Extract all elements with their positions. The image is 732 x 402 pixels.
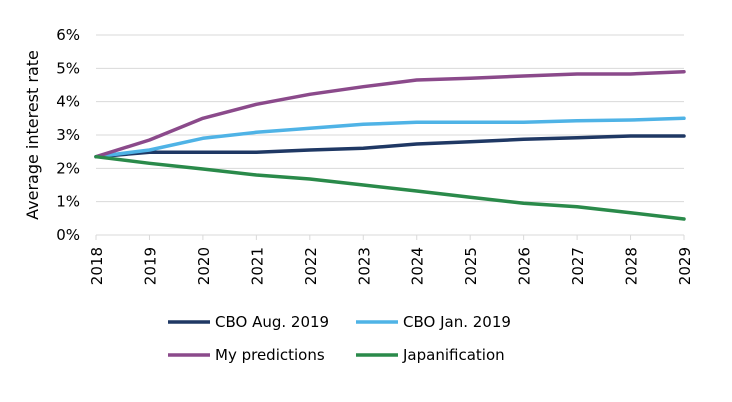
series-line <box>94 134 686 159</box>
gridlines <box>96 34 684 203</box>
x-tick-label: 2029 <box>676 247 694 285</box>
y-tick-label: 4% <box>56 93 80 111</box>
x-tick-label: 2028 <box>623 247 641 285</box>
x-tick-label: 2018 <box>88 247 106 285</box>
legend-label: CBO Jan. 2019 <box>403 313 511 331</box>
x-tick-label: 2027 <box>569 247 587 285</box>
series-line <box>94 116 686 159</box>
y-axis-ticks: 0% 1% 2% 3% 4% 5% 6% <box>56 26 80 244</box>
y-tick-label: 6% <box>56 26 80 44</box>
y-tick-label: 0% <box>56 226 80 244</box>
x-tick-label: 2024 <box>409 247 427 285</box>
y-tick-label: 2% <box>56 159 80 177</box>
y-tick-label: 5% <box>56 59 80 77</box>
x-tick-label: 2022 <box>302 247 320 285</box>
x-axis-ticks: 2018 2019 2020 2021 2022 2023 2024 2025 2026 2027… <box>88 235 694 285</box>
legend-label: CBO Aug. 2019 <box>215 313 329 331</box>
x-tick-label: 2023 <box>355 247 373 285</box>
x-tick-label: 2025 <box>462 247 480 285</box>
y-tick-label: 1% <box>56 193 80 211</box>
x-tick-label: 2019 <box>141 247 159 285</box>
x-tick-label: 2026 <box>516 247 534 285</box>
series-lines <box>94 69 686 221</box>
legend-label: Japanification <box>402 346 505 364</box>
x-tick-label: 2021 <box>248 247 266 285</box>
y-axis-label: Average interest rate <box>23 50 42 220</box>
series-line <box>94 154 686 221</box>
series-line <box>94 69 686 159</box>
x-tick-label: 2020 <box>195 247 213 285</box>
y-tick-label: 3% <box>56 126 80 144</box>
legend-label: My predictions <box>215 346 325 364</box>
legend: CBO Aug. 2019 CBO Jan. 2019 My predictions… <box>168 313 511 364</box>
